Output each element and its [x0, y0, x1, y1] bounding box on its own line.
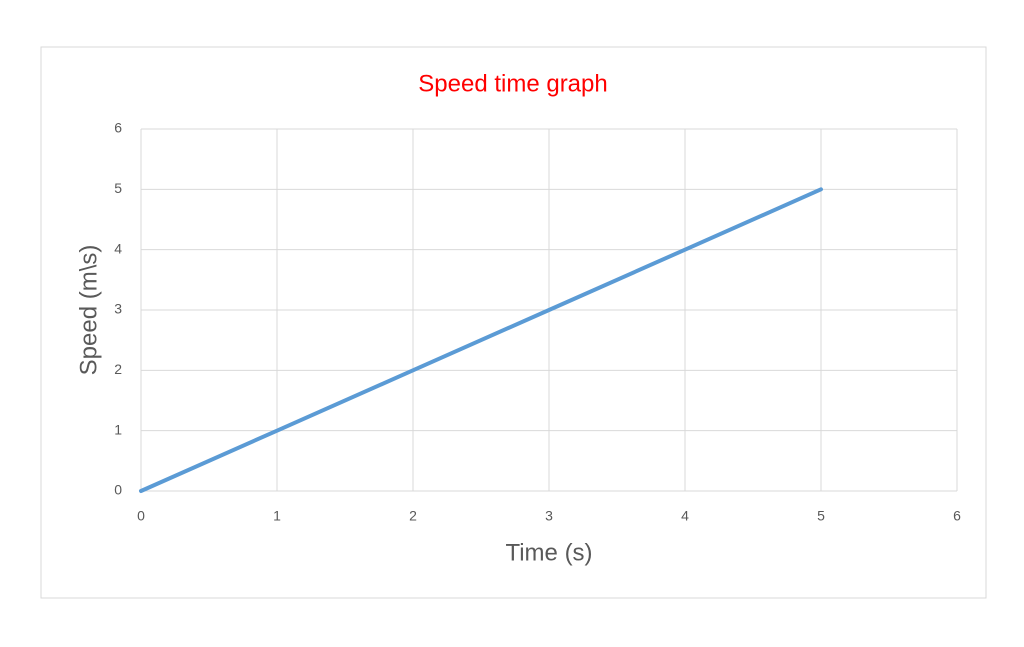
- y-tick-label: 3: [114, 301, 122, 317]
- x-tick-label: 6: [953, 508, 961, 524]
- y-tick-label: 1: [114, 421, 122, 437]
- x-tick-label: 1: [273, 508, 281, 524]
- x-tick-label: 0: [137, 508, 145, 524]
- y-tick-label: 5: [114, 180, 122, 196]
- x-tick-label: 2: [409, 508, 417, 524]
- x-axis-label: Time (s): [505, 539, 592, 566]
- x-tick-label: 4: [681, 508, 689, 524]
- chart-frame: [40, 46, 987, 599]
- y-axis-label: Speed (m\s): [75, 245, 102, 376]
- y-tick-label: 0: [114, 482, 122, 498]
- y-tick-label: 6: [114, 120, 122, 136]
- x-tick-label: 3: [545, 508, 553, 524]
- chart-title: Speed time graph: [418, 70, 607, 97]
- y-tick-label: 4: [114, 240, 122, 256]
- y-tick-label: 2: [114, 361, 122, 377]
- x-tick-label: 5: [817, 508, 825, 524]
- data-line: [139, 187, 823, 493]
